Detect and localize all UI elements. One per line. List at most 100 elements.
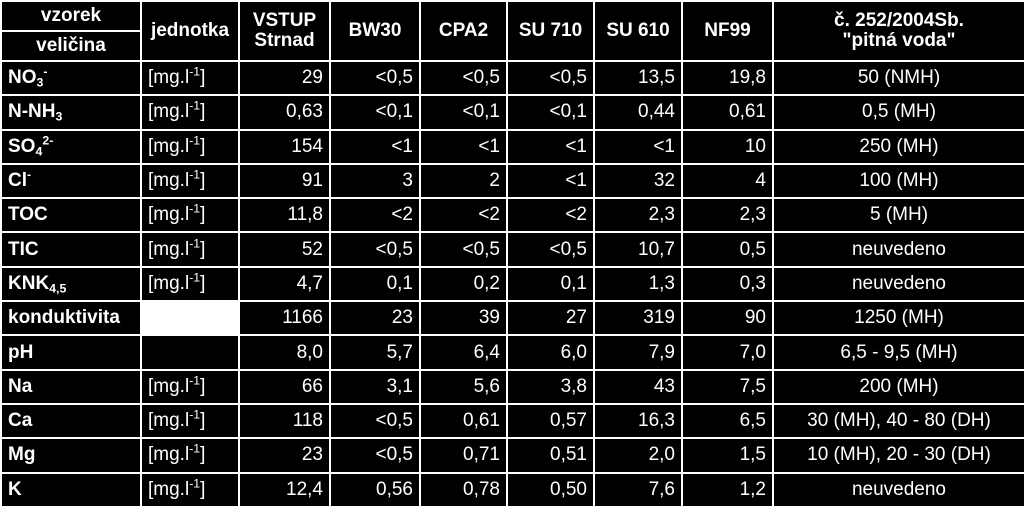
value-cell: 0,5 (681, 231, 774, 268)
value-cell: 7,0 (681, 334, 774, 371)
value-cell: 0,3 (681, 265, 774, 303)
value-cell: 7,9 (593, 334, 683, 371)
value-cell: 27 (506, 300, 595, 337)
value-cell: <0,5 (329, 402, 421, 440)
limit-cell: 1250 (MH) (772, 300, 1024, 337)
value-cell: 11,8 (238, 197, 331, 234)
limit-cell: 30 (MH), 40 - 80 (DH) (772, 402, 1024, 440)
value-cell: 6,4 (419, 334, 508, 371)
unit-close: ] (200, 444, 206, 466)
value-cell: 319 (593, 300, 683, 337)
column-header-line2: "pitná voda" (842, 30, 956, 51)
limit-cell: 200 (MH) (772, 368, 1024, 405)
value-cell: 52 (238, 231, 331, 268)
row-label: KNK4,5 (0, 265, 142, 303)
unit-exponent: -1 (189, 270, 201, 285)
value-cell: <1 (329, 128, 421, 165)
value-cell: 0,44 (593, 94, 683, 131)
value-cell: 2,3 (681, 197, 774, 234)
row-label-subscript: 4 (35, 144, 43, 159)
corner-label-sample: vzorek (40, 5, 102, 26)
value-cell: 43 (593, 368, 683, 405)
row-label: TIC (0, 231, 142, 268)
value-cell: <0,5 (329, 437, 421, 474)
limit-cell: 50 (NMH) (772, 59, 1024, 97)
row-label-base: SO (8, 135, 36, 157)
column-header: SU 710 (506, 0, 595, 62)
row-label: pH (0, 334, 142, 371)
value-cell: 6,0 (506, 334, 595, 371)
row-label-subscript: 3 (36, 75, 44, 90)
unit-cell: [mg.l-1] (140, 59, 240, 97)
unit-cell (140, 300, 240, 337)
unit-cell: [mg.l-1] (140, 437, 240, 474)
unit-exponent: -1 (189, 407, 201, 422)
table-row: KNK4,5 [mg.l-1] 4,7 0,1 0,2 0,1 1,3 0,3 neuveden… (0, 265, 1024, 303)
column-header: NF99 (681, 0, 774, 62)
unit-close: ] (200, 204, 206, 226)
value-cell: <0,5 (419, 59, 508, 97)
column-header-line2: Strnad (254, 30, 315, 51)
value-cell: 10 (681, 128, 774, 165)
unit-base: [mg.l (148, 272, 190, 294)
value-cell: <1 (506, 162, 595, 200)
row-label: SO42- (0, 128, 142, 165)
limit-cell: neuvedeno (772, 265, 1024, 303)
unit-base: [mg.l (148, 478, 190, 500)
header-row: vzorek veličina jednotka VSTUP Strnad BW30… (0, 0, 1024, 62)
row-label-base: TOC (8, 204, 48, 226)
value-cell: 0,71 (419, 437, 508, 474)
column-header: SU 610 (593, 0, 683, 62)
value-cell: 6,5 (681, 402, 774, 440)
unit-close: ] (200, 238, 206, 260)
limit-cell: 100 (MH) (772, 162, 1024, 200)
row-label: Na (0, 368, 142, 405)
unit-cell: [mg.l-1] (140, 471, 240, 508)
row-label: Cl- (0, 162, 142, 200)
corner-label-quantity: veličina (3, 30, 139, 59)
row-label-base: KNK (8, 272, 50, 294)
unit-exponent: -1 (189, 236, 201, 251)
row-label-base: Mg (8, 444, 36, 466)
value-cell: <0,1 (329, 94, 421, 131)
unit-exponent: -1 (189, 133, 201, 148)
row-label-base: Na (8, 375, 33, 397)
table-row: konduktivita 1166 23 39 27 319 90 1250 (MH) (0, 300, 1024, 337)
value-cell: 2,3 (593, 197, 683, 234)
column-header-line1: BW30 (348, 20, 402, 42)
value-cell: <0,5 (506, 231, 595, 268)
value-cell: 0,1 (329, 265, 421, 303)
value-cell: 91 (238, 162, 331, 200)
column-header: CPA2 (419, 0, 508, 62)
limit-cell: 5 (MH) (772, 197, 1024, 234)
value-cell: 3 (329, 162, 421, 200)
table-row: SO42- [mg.l-1] 154 <1 <1 <1 <1 10 250 (MH) (0, 128, 1024, 165)
value-cell: 0,1 (506, 265, 595, 303)
row-label-base: konduktivita (8, 307, 120, 329)
value-cell: <0,5 (329, 231, 421, 268)
unit-exponent: -1 (189, 64, 201, 79)
value-cell: 0,61 (681, 94, 774, 131)
table-row: TOC [mg.l-1] 11,8 <2 <2 <2 2,3 2,3 5 (MH) (0, 197, 1024, 234)
column-header-line1: č. 252/2004Sb. (834, 10, 964, 32)
value-cell: 0,61 (419, 402, 508, 440)
value-cell: 0,50 (506, 471, 595, 508)
row-label: N-NH3 (0, 94, 142, 131)
value-cell: 1,3 (593, 265, 683, 303)
unit-close: ] (200, 67, 206, 89)
row-label-base: K (8, 478, 22, 500)
unit-close: ] (200, 478, 206, 500)
row-label-superscript: - (27, 167, 32, 182)
column-header: VSTUP Strnad (238, 0, 331, 62)
value-cell: 5,7 (329, 334, 421, 371)
limit-cell: 250 (MH) (772, 128, 1024, 165)
row-label-base: N-NH (8, 101, 56, 123)
unit-exponent: -1 (189, 476, 201, 491)
row-label: Ca (0, 402, 142, 440)
unit-close: ] (200, 101, 206, 123)
limit-cell: neuvedeno (772, 231, 1024, 268)
value-cell: <0,5 (506, 59, 595, 97)
column-header: č. 252/2004Sb. "pitná voda" (772, 0, 1024, 62)
row-label-superscript: - (43, 64, 48, 79)
